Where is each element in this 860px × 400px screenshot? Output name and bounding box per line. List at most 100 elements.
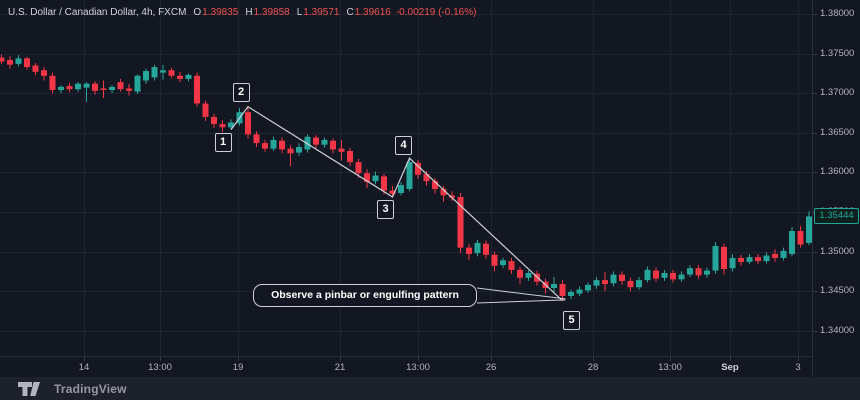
- time-tick-label: Sep: [721, 362, 739, 373]
- time-tick-mark: [238, 357, 239, 361]
- annotation-marker-1[interactable]: 1: [214, 133, 232, 153]
- time-tick-label: 26: [485, 362, 497, 373]
- zigzag-trendline[interactable]: [230, 105, 563, 302]
- candle-up: [789, 231, 795, 254]
- time-tick-label: 13:00: [658, 362, 682, 373]
- candle-up: [143, 71, 149, 81]
- candle-down: [24, 58, 30, 68]
- price-tick-label: 1.36000: [820, 166, 855, 178]
- time-tick-mark: [593, 357, 594, 361]
- price-tick-label: 1.36500: [820, 126, 855, 138]
- low-label: L: [296, 7, 303, 18]
- candle-down: [245, 112, 251, 135]
- high-label: H: [245, 7, 253, 18]
- candle-down: [449, 195, 455, 198]
- time-tick-label: 19: [232, 362, 244, 373]
- pattern-callout[interactable]: Observe a pinbar or engulfing pattern: [253, 284, 477, 307]
- candle-down: [32, 65, 39, 72]
- candle-down: [194, 75, 200, 104]
- annotation-marker-2[interactable]: 2: [232, 83, 250, 103]
- price-tick-mark: [813, 291, 817, 292]
- candle-down: [457, 196, 464, 248]
- candle-down: [627, 280, 634, 288]
- candle-down: [202, 103, 209, 117]
- footer-bar: TradingView: [0, 377, 860, 400]
- candle-down: [653, 270, 659, 279]
- time-tick-mark: [491, 357, 492, 361]
- annotation-marker-3[interactable]: 3: [377, 200, 394, 220]
- candle-up: [270, 139, 277, 149]
- candle-up: [15, 58, 22, 64]
- time-tick-mark: [798, 357, 799, 361]
- price-pane[interactable]: [0, 0, 812, 356]
- candle-down: [517, 269, 523, 278]
- candle-up: [75, 83, 81, 90]
- price-tick-mark: [813, 331, 817, 332]
- high-value: 1.39858: [253, 7, 290, 18]
- close-label: C: [346, 7, 354, 18]
- candle-up: [704, 270, 710, 275]
- candle-down: [49, 75, 56, 91]
- time-tick-mark: [730, 357, 731, 361]
- price-tick-mark: [813, 93, 817, 94]
- candle-down: [126, 88, 132, 91]
- candle-up: [398, 185, 404, 193]
- candle-up: [500, 260, 506, 266]
- candle-up: [321, 139, 328, 145]
- candle-up: [372, 175, 379, 182]
- annotation-marker-4[interactable]: 4: [395, 135, 412, 155]
- candle-up: [525, 272, 532, 278]
- candle-down: [381, 176, 387, 191]
- candle-up: [151, 67, 158, 78]
- candle-down: [313, 137, 319, 145]
- candle-down: [355, 162, 362, 174]
- candle-up: [644, 269, 651, 281]
- price-tick-label: 1.35000: [820, 245, 855, 257]
- candle-up: [228, 122, 234, 128]
- candle-down: [7, 59, 13, 65]
- candle-up: [474, 242, 481, 254]
- price-axis[interactable]: 1.35444 1.38000 1.37500 1.37000 1.36500 1.36…: [812, 0, 860, 377]
- time-axis[interactable]: 14 13:00 19 21 13:00 26 28 13:00 Sep 3: [0, 356, 812, 378]
- close-value: 1.39616: [354, 7, 391, 18]
- candle-down: [755, 257, 761, 262]
- price-tick-mark: [813, 133, 817, 134]
- candle-up: [593, 280, 600, 286]
- candle-down: [797, 231, 804, 245]
- candle-down: [100, 88, 107, 91]
- candle-down: [253, 134, 260, 144]
- tradingview-logo-icon[interactable]: [18, 381, 45, 396]
- candle-up: [185, 74, 192, 79]
- candle-down: [491, 254, 498, 266]
- candle-up: [109, 86, 115, 91]
- candle-up: [576, 289, 583, 294]
- candle-down: [508, 261, 515, 270]
- annotation-marker-5[interactable]: 5: [563, 311, 580, 331]
- candle-down: [695, 268, 702, 276]
- time-tick-mark: [340, 357, 341, 361]
- candle-up: [780, 250, 787, 258]
- candle-up: [296, 147, 302, 153]
- candle-down: [389, 190, 396, 194]
- candle-down: [117, 82, 124, 90]
- candle-up: [551, 284, 557, 289]
- chart-legend[interactable]: U.S. Dollar / Canadian Dollar, 4h, FXCM O…: [8, 7, 476, 18]
- time-tick-mark: [670, 357, 671, 361]
- open-label: O: [193, 7, 202, 18]
- candle-up: [160, 70, 166, 73]
- price-tick-label: 1.34500: [820, 285, 855, 297]
- candle-down: [41, 70, 47, 76]
- tradingview-brand[interactable]: TradingView: [54, 381, 127, 396]
- time-tick-label: 13:00: [406, 362, 430, 373]
- candle-down: [670, 272, 676, 280]
- candle-down: [219, 124, 226, 128]
- last-price-badge: 1.35444: [814, 208, 859, 225]
- candle-up: [678, 274, 685, 280]
- chart-area[interactable]: U.S. Dollar / Canadian Dollar, 4h, FXCM O…: [0, 0, 812, 378]
- candle-down: [92, 83, 98, 91]
- candle-down: [772, 253, 778, 258]
- candle-down: [721, 246, 727, 270]
- candle-up: [661, 272, 668, 278]
- candle-down: [168, 70, 175, 76]
- open-value: 1.39835: [202, 7, 239, 18]
